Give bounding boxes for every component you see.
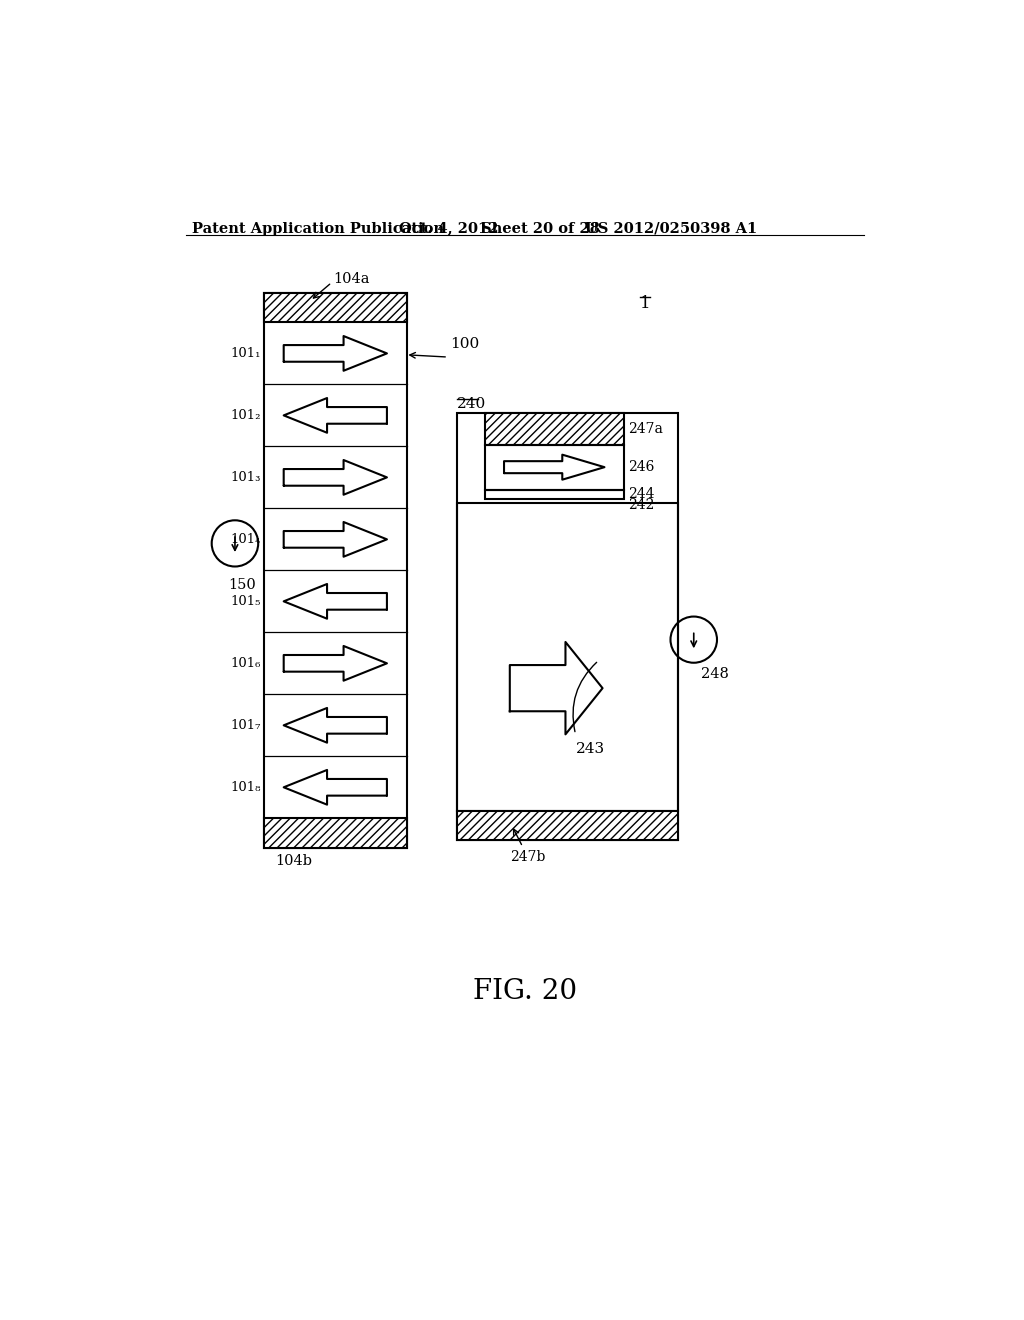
Text: US 2012/0250398 A1: US 2012/0250398 A1 [586, 222, 758, 235]
Text: 101₂: 101₂ [230, 409, 260, 422]
Text: 242: 242 [628, 498, 654, 512]
Bar [458, 810, 678, 840]
Bar [458, 413, 678, 840]
Text: 246: 246 [628, 461, 654, 474]
Text: 1: 1 [640, 296, 650, 313]
Bar [263, 818, 407, 847]
Bar [484, 445, 624, 490]
Text: 100: 100 [450, 337, 479, 351]
Text: 150: 150 [228, 578, 256, 593]
Text: 101₆: 101₆ [230, 657, 260, 669]
Text: 101₃: 101₃ [230, 471, 260, 484]
Text: 104a: 104a [334, 272, 370, 286]
Text: 240: 240 [458, 397, 486, 411]
Text: 247b: 247b [510, 829, 546, 863]
Bar [484, 413, 624, 445]
Text: Patent Application Publication: Patent Application Publication [193, 222, 444, 235]
Text: 243: 243 [575, 742, 605, 756]
Text: 247a: 247a [628, 421, 663, 436]
Text: Oct. 4, 2012: Oct. 4, 2012 [399, 222, 499, 235]
Text: 101₄: 101₄ [230, 533, 260, 546]
Bar [263, 293, 407, 322]
Text: Sheet 20 of 28: Sheet 20 of 28 [480, 222, 599, 235]
Text: 101₇: 101₇ [230, 719, 260, 731]
Text: 101₈: 101₈ [230, 781, 260, 793]
Bar [263, 293, 407, 847]
Text: 101₅: 101₅ [230, 595, 260, 607]
Text: 244: 244 [628, 487, 654, 502]
Text: 248: 248 [701, 667, 729, 681]
Bar [484, 490, 624, 499]
Bar [458, 503, 678, 810]
Text: 101₁: 101₁ [230, 347, 260, 360]
Text: FIG. 20: FIG. 20 [473, 978, 577, 1006]
Text: 104b: 104b [275, 854, 312, 869]
